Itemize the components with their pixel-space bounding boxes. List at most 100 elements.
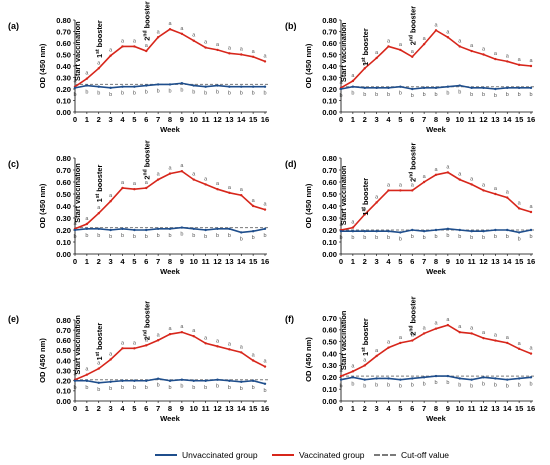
y-tick-label: 0.60	[56, 39, 71, 48]
x-tick-label: 4	[120, 115, 125, 124]
annotation-booster: 1st booster	[95, 20, 104, 58]
panel-label: (f)	[285, 314, 294, 324]
data-point	[351, 370, 355, 373]
data-point	[458, 377, 461, 380]
point-label-b: b	[339, 235, 342, 241]
point-label-a: a	[494, 186, 498, 192]
point-label-a: a	[180, 324, 184, 330]
y-tick-label: 0.80	[322, 16, 337, 25]
data-point	[192, 379, 195, 382]
data-point	[251, 55, 255, 58]
point-label-a: a	[157, 172, 161, 178]
y-tick-label: 0.80	[56, 154, 71, 163]
point-label-b: b	[180, 232, 183, 238]
data-point	[339, 230, 343, 233]
data-point	[470, 86, 473, 90]
x-axis-title: Week	[160, 267, 180, 276]
data-point	[399, 231, 402, 234]
x-axis-title: Week	[426, 414, 446, 423]
annotation-booster: 2nd booster	[142, 140, 151, 180]
data-point	[216, 227, 219, 230]
point-label-b: b	[157, 383, 160, 389]
point-label-a: a	[192, 328, 196, 334]
y-tick-label: 0.70	[322, 314, 337, 323]
y-tick-label: 0.60	[56, 336, 71, 345]
x-tick-label: 4	[120, 404, 125, 413]
data-point	[494, 192, 497, 196]
data-point	[121, 85, 124, 88]
data-point	[73, 86, 77, 90]
annotation-booster: 1st booster	[95, 323, 104, 361]
point-label-a: a	[73, 372, 77, 378]
data-point	[121, 186, 124, 190]
data-point	[85, 222, 89, 226]
x-tick-label: 5	[132, 257, 137, 266]
annotation-start-vaccination: Start vaccination	[339, 310, 348, 370]
point-label-b: b	[192, 90, 195, 96]
x-tick-label: 2	[97, 404, 101, 413]
data-point	[216, 378, 219, 381]
chart-panel-1: (a) 0.00 0.10 0.20 0.30 0.40 0.50 0.60 0.70 0.80 0…	[8, 1, 269, 134]
point-label-b: b	[85, 90, 88, 96]
data-point	[363, 213, 366, 216]
point-label-a: a	[494, 51, 498, 57]
x-tick-label: 14	[503, 257, 512, 266]
y-tick-label: 0.30	[56, 366, 71, 375]
point-label-a: a	[240, 187, 244, 193]
data-point	[506, 86, 509, 90]
point-label-a: a	[240, 47, 244, 53]
x-tick-label: 12	[479, 404, 487, 413]
point-label-b: b	[375, 382, 378, 388]
point-label-b: b	[97, 233, 100, 239]
point-label-a: a	[180, 163, 184, 169]
y-tick-label: 0.20	[56, 226, 71, 235]
point-label-b: b	[85, 233, 88, 239]
y-tick-label: 0.70	[56, 166, 71, 175]
point-label-b: b	[204, 385, 207, 391]
data-point	[363, 364, 366, 367]
data-point	[494, 228, 497, 232]
point-label-a: a	[97, 205, 101, 211]
x-tick-label: 0	[73, 404, 77, 413]
point-label-a: a	[204, 40, 208, 46]
data-point	[458, 45, 461, 48]
point-label-a: a	[85, 71, 89, 77]
data-point	[109, 54, 112, 57]
point-label-b: b	[423, 381, 426, 387]
annotation-start-vaccination: Start vaccination	[73, 21, 82, 81]
point-label-b: b	[518, 382, 521, 388]
point-label-a: a	[192, 33, 196, 39]
x-tick-label: 15	[249, 115, 258, 124]
point-label-a: a	[529, 58, 533, 64]
point-label-a: a	[351, 220, 355, 226]
data-point	[434, 86, 438, 90]
x-tick-label: 5	[132, 404, 137, 413]
point-label-b: b	[411, 382, 414, 388]
y-tick-label: 0.80	[56, 16, 71, 25]
data-point	[85, 84, 89, 87]
x-tick-label: 8	[168, 115, 172, 124]
x-axis-title: Week	[160, 414, 180, 423]
x-tick-label: 8	[168, 257, 172, 266]
point-label-b: b	[216, 90, 219, 96]
point-label-a: a	[446, 317, 450, 323]
data-point	[168, 83, 172, 86]
data-point	[387, 377, 390, 380]
legend-item-vaccinated: Vaccinated group	[272, 448, 365, 462]
annotation-booster: 1st booster	[361, 178, 370, 216]
point-label-a: a	[506, 335, 510, 341]
data-point	[506, 60, 509, 63]
point-label-a: a	[518, 341, 522, 347]
point-label-b: b	[121, 233, 124, 239]
data-point	[529, 228, 533, 232]
y-tick-label: 0.50	[322, 338, 337, 347]
point-label-a: a	[228, 45, 232, 51]
data-point	[97, 367, 100, 370]
legend-label-unvaccinated: Unvaccinated group	[182, 450, 258, 460]
point-label-b: b	[228, 233, 231, 239]
data-point	[145, 84, 148, 87]
x-tick-label: 14	[237, 257, 246, 266]
point-label-b: b	[470, 235, 473, 241]
point-label-b: b	[252, 91, 255, 97]
